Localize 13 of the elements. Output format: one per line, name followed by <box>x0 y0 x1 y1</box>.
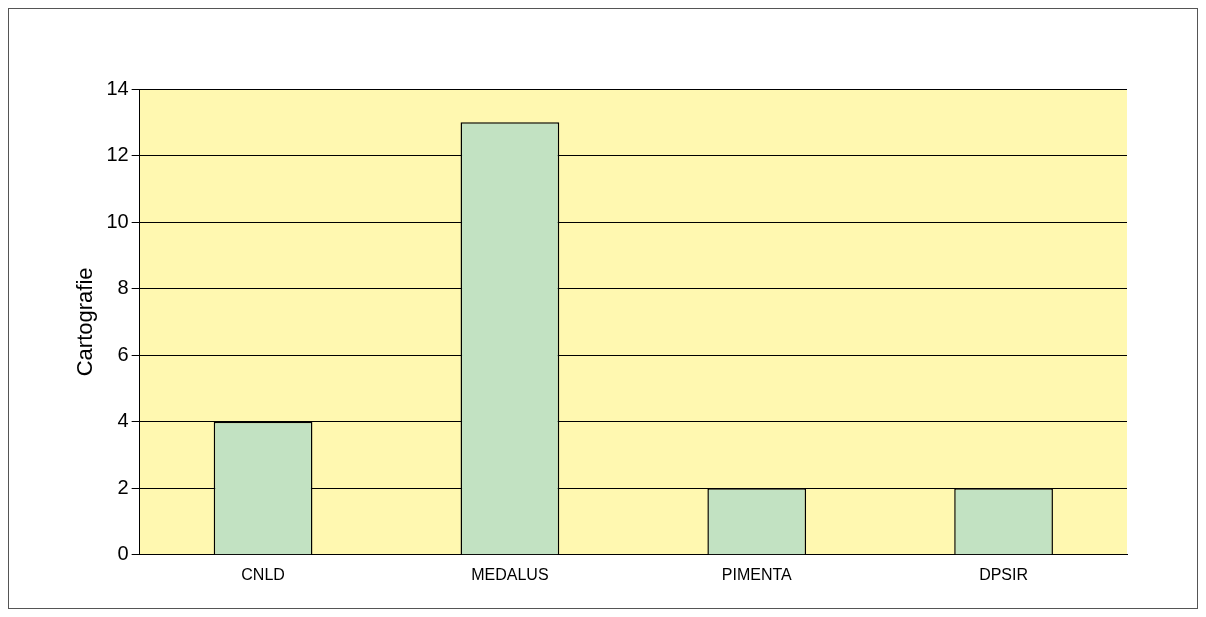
x-tick-label: MEDALUS <box>471 565 549 583</box>
x-tick-label: CNLD <box>241 565 285 583</box>
y-tick-label: 6 <box>117 342 129 365</box>
y-axis-title: Cartografie <box>72 267 98 377</box>
y-tick-label: 4 <box>117 409 129 432</box>
x-tick-label: PIMENTA <box>721 565 793 583</box>
y-tick-label: 2 <box>117 475 129 498</box>
y-tick-label: 14 <box>106 76 129 99</box>
x-tick-label: DPSIR <box>979 565 1029 583</box>
y-tick-label: 0 <box>117 542 129 565</box>
y-tick-label: 10 <box>106 209 129 232</box>
y-tick-label: 8 <box>117 276 129 299</box>
y-tick-label: 12 <box>106 143 129 166</box>
